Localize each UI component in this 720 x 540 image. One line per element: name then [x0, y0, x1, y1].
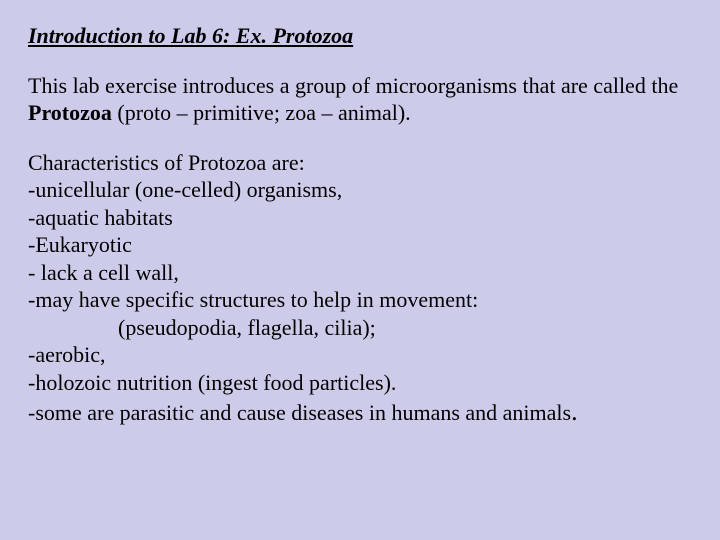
list-item: -unicellular (one-celled) organisms,	[28, 176, 692, 204]
list-subitem: (pseudopodia, flagella, cilia);	[28, 314, 692, 342]
intro-suffix: (proto – primitive; zoa – animal).	[112, 100, 411, 125]
characteristics-block: Characteristics of Protozoa are: -unicel…	[28, 149, 692, 429]
slide-title: Introduction to Lab 6: Ex. Protozoa	[28, 22, 692, 50]
characteristics-heading: Characteristics of Protozoa are:	[28, 149, 692, 177]
slide-container: Introduction to Lab 6: Ex. Protozoa This…	[0, 0, 720, 429]
list-item-text: -some are parasitic and cause diseases i…	[28, 400, 571, 425]
intro-paragraph: This lab exercise introduces a group of …	[28, 72, 692, 127]
intro-bold-term: Protozoa	[28, 100, 112, 125]
list-item: -aerobic,	[28, 341, 692, 369]
list-item-dot: .	[571, 397, 578, 426]
list-item: - lack a cell wall,	[28, 259, 692, 287]
intro-prefix: This lab exercise introduces a group of …	[28, 73, 678, 98]
list-item: -Eukaryotic	[28, 231, 692, 259]
list-item: -holozoic nutrition (ingest food particl…	[28, 369, 692, 397]
list-item: -may have specific structures to help in…	[28, 286, 692, 314]
list-item: -some are parasitic and cause diseases i…	[28, 396, 692, 429]
list-item: -aquatic habitats	[28, 204, 692, 232]
